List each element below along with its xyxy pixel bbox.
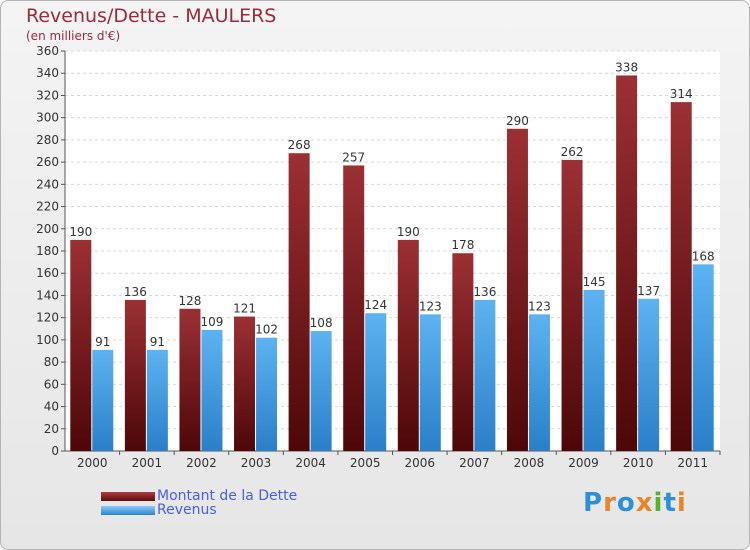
y-tick-label: 360 xyxy=(36,44,59,58)
dette-bar xyxy=(616,75,638,451)
revenus-value-label: 123 xyxy=(419,299,442,313)
dette-bar xyxy=(670,102,692,451)
y-tick-label: 100 xyxy=(36,333,59,347)
y-tick-label: 140 xyxy=(36,288,59,302)
dette-value-label: 136 xyxy=(124,285,147,299)
legend-swatch-revenus xyxy=(101,505,155,515)
revenus-bar xyxy=(201,329,223,451)
x-tick-label: 2002 xyxy=(186,456,217,470)
y-tick-label: 120 xyxy=(36,311,59,325)
legend-swatch-dette xyxy=(101,491,155,501)
y-tick-label: 340 xyxy=(36,66,59,80)
dette-bar xyxy=(561,159,583,451)
x-tick-label: 2006 xyxy=(405,456,436,470)
revenus-value-label: 124 xyxy=(364,298,387,312)
revenus-value-label: 123 xyxy=(528,299,551,313)
x-tick-label: 2004 xyxy=(295,456,326,470)
x-tick-label: 2000 xyxy=(77,456,108,470)
logo-letter: x xyxy=(635,488,654,518)
dette-bar xyxy=(288,153,310,451)
dette-value-label: 128 xyxy=(179,294,202,308)
revenus-bar xyxy=(692,264,714,451)
logo-letter: t xyxy=(663,488,677,518)
dette-value-label: 190 xyxy=(397,225,420,239)
dette-bar xyxy=(179,308,201,451)
dette-bar xyxy=(70,239,92,451)
y-tick-label: 80 xyxy=(44,355,59,369)
revenus-bar xyxy=(92,349,114,451)
revenus-bar xyxy=(583,289,605,451)
logo-letter: P xyxy=(583,488,604,518)
revenus-value-label: 136 xyxy=(473,285,496,299)
logo-letter: i xyxy=(676,488,687,518)
y-tick-label: 200 xyxy=(36,222,59,236)
x-tick-label: 2011 xyxy=(677,456,708,470)
x-tick-label: 2001 xyxy=(132,456,163,470)
y-tick-label: 0 xyxy=(51,444,59,458)
y-tick-label: 20 xyxy=(44,422,59,436)
logo-letter: o xyxy=(616,488,636,518)
dette-bar xyxy=(124,299,146,451)
dette-bar xyxy=(343,165,365,451)
revenus-value-label: 145 xyxy=(583,275,606,289)
chart-subtitle: (en milliers d'€) xyxy=(26,29,121,43)
dette-value-label: 121 xyxy=(233,302,256,316)
revenus-bar xyxy=(310,331,332,451)
revenus-bar xyxy=(474,299,496,451)
x-tick-label: 2005 xyxy=(350,456,381,470)
revenus-value-label: 108 xyxy=(310,316,333,330)
dette-value-label: 314 xyxy=(670,87,693,101)
proxiti-logo: Proxiti xyxy=(583,488,687,518)
revenus-value-label: 102 xyxy=(255,323,278,337)
legend-label-dette: Montant de la Dette xyxy=(157,488,298,504)
x-tick-label: 2003 xyxy=(241,456,272,470)
revenus-value-label: 168 xyxy=(692,249,715,263)
revenus-value-label: 109 xyxy=(201,315,224,329)
y-tick-label: 260 xyxy=(36,155,59,169)
revenus-value-label: 91 xyxy=(95,335,110,349)
dette-bar xyxy=(506,128,528,451)
dette-value-label: 268 xyxy=(288,138,311,152)
x-tick-label: 2009 xyxy=(568,456,599,470)
dette-value-label: 290 xyxy=(506,114,529,128)
dette-bar xyxy=(234,316,256,451)
dette-bar xyxy=(397,239,419,451)
revenus-bar xyxy=(146,349,168,451)
y-tick-label: 60 xyxy=(44,377,59,391)
logo-letter: r xyxy=(603,488,617,518)
revenus-bar xyxy=(419,314,441,451)
y-tick-label: 300 xyxy=(36,111,59,125)
x-tick-label: 2010 xyxy=(623,456,654,470)
legend-item-revenus: Revenus xyxy=(101,501,217,519)
revenus-value-label: 137 xyxy=(637,284,660,298)
y-tick-label: 180 xyxy=(36,244,59,258)
dette-value-label: 338 xyxy=(615,60,638,74)
x-tick-label: 2008 xyxy=(514,456,545,470)
logo-letter: i xyxy=(653,488,664,518)
dette-value-label: 257 xyxy=(342,150,365,164)
revenus-bar xyxy=(365,313,387,451)
chart-title: Revenus/Dette - MAULERS xyxy=(26,5,277,27)
y-tick-label: 160 xyxy=(36,266,59,280)
revenus-bar xyxy=(528,314,550,451)
revenus-value-label: 91 xyxy=(150,335,165,349)
dette-value-label: 190 xyxy=(69,225,92,239)
legend-item-dette: Montant de la Dette xyxy=(101,487,297,505)
y-tick-label: 280 xyxy=(36,133,59,147)
revenus-bar xyxy=(638,298,660,451)
dette-value-label: 262 xyxy=(561,145,584,159)
y-tick-label: 320 xyxy=(36,88,59,102)
dette-value-label: 178 xyxy=(451,238,474,252)
y-tick-label: 40 xyxy=(44,400,59,414)
dette-bar xyxy=(452,253,474,451)
revenus-bar xyxy=(256,337,278,451)
legend-label-revenus: Revenus xyxy=(157,502,217,518)
x-tick-label: 2007 xyxy=(459,456,490,470)
y-tick-label: 220 xyxy=(36,200,59,214)
y-tick-label: 240 xyxy=(36,177,59,191)
